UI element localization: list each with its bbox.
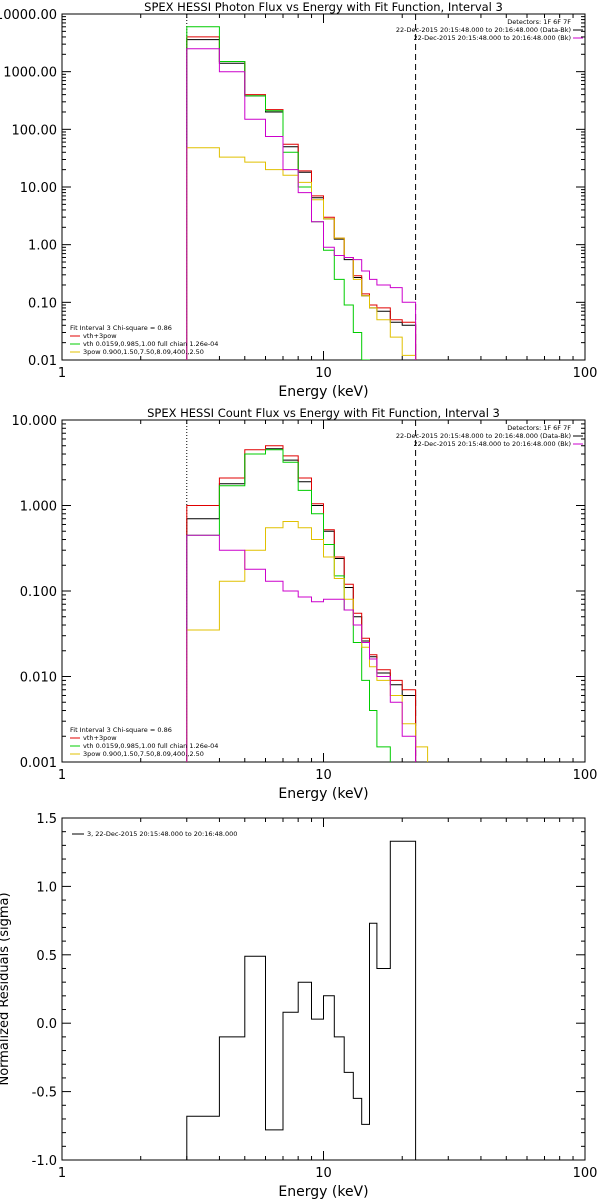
y-tick-label: 10.00 (20, 181, 57, 196)
legend-top-label: 22-Dec-2015 20:15:48.000 to 20:16:48.000… (396, 26, 571, 34)
series-3-histogram (186, 147, 417, 360)
y-tick-label: 1.00 (28, 239, 57, 254)
data-layer (186, 14, 417, 360)
legend-fit-title: Fit Interval 3 Chi-square = 0.86 (70, 324, 172, 332)
data-layer (186, 840, 417, 1160)
photon-flux-panel: SPEX HESSI Photon Flux vs Energy with Fi… (0, 0, 598, 400)
series-0-histogram (186, 39, 417, 360)
y-tick-label: 1.5 (36, 812, 57, 827)
y-tick-label: 0.01 (28, 354, 57, 369)
chart-title: SPEX HESSI Count Flux vs Energy with Fit… (147, 406, 500, 420)
y-tick-label: 1.0 (36, 880, 57, 895)
series-4-histogram (186, 534, 417, 762)
x-axis-label: Energy (keV) (278, 1184, 368, 1200)
y-tick-label: 100.00 (12, 123, 58, 138)
y-tick-label: 0.10 (28, 296, 57, 311)
chart-title: SPEX HESSI Photon Flux vs Energy with Fi… (144, 0, 503, 14)
plot-frame (61, 419, 586, 763)
legend-bottom-label: vth 0.0159,0.985,1.00 full chian 1.26e-0… (83, 340, 218, 348)
series-3-histogram (186, 521, 429, 762)
x-tick-label: 1 (58, 366, 66, 381)
plot-frame (61, 817, 586, 1161)
legend-top-label: 22-Dec-2015 20:15:48.000 to 20:16:48.000… (414, 440, 572, 448)
series-2-histogram (186, 26, 370, 360)
x-tick-label: 100 (573, 768, 598, 783)
y-tick-label: 0.010 (20, 671, 57, 686)
x-tick-label: 10 (315, 366, 332, 381)
x-axis-label: Energy (keV) (278, 384, 368, 400)
series-1-histogram (186, 36, 417, 360)
legend-detectors: Detectors: 1F 6F 7F (507, 424, 571, 432)
series-0-histogram (186, 448, 417, 762)
legend-bottom-label: 3pow 0.900,1.50,7.50,8.09,400.,2.50 (83, 348, 204, 356)
count-flux-panel: SPEX HESSI Count Flux vs Energy with Fit… (12, 406, 598, 802)
y-tick-label: 0.0 (36, 1017, 57, 1032)
legend-bottom-label: vth+3pow (83, 734, 117, 742)
legend-bottom-label: 3pow 0.900,1.50,7.50,8.09,400.,2.50 (83, 750, 204, 758)
series-4-histogram (186, 48, 417, 360)
residuals-panel: 1 10 100 Energy (keV) -1.0 -0.5 0.0 0.5 1.0 1.5 No… (0, 812, 597, 1200)
legend-fit-title: Fit Interval 3 Chi-square = 0.86 (70, 726, 172, 734)
x-tick-label: 10 (315, 768, 332, 783)
x-tick-label: 100 (573, 1166, 598, 1181)
x-axis-label: Energy (keV) (278, 786, 368, 802)
legend-detectors: Detectors: 1F 6F 7F (507, 18, 571, 26)
y-axis-label: Normalized Residuals (sigma) (0, 892, 12, 1085)
y-tick-label: 1000.00 (3, 66, 57, 81)
x-tick-label: 1 (58, 1166, 66, 1181)
x-tick-label: 100 (573, 366, 598, 381)
y-tick-label: -0.5 (32, 1086, 57, 1101)
x-tick-label: 1 (58, 768, 66, 783)
y-tick-label: 10000.00 (0, 8, 57, 23)
legend-bottom-label: vth+3pow (83, 332, 117, 340)
y-tick-label: 1.000 (20, 500, 57, 515)
y-tick-label: 0.001 (20, 756, 57, 771)
legend-top-label: 22-Dec-2015 20:15:48.000 to 20:16:48.000… (396, 432, 571, 440)
y-tick-label: -1.0 (32, 1154, 57, 1169)
y-tick-label: 10.000 (12, 414, 58, 429)
y-tick-label: 0.5 (36, 949, 57, 964)
legend-bottom-label: vth 0.0159,0.985,1.00 full chian 1.26e-0… (83, 742, 218, 750)
series-0-histogram (186, 840, 417, 1160)
series-1-histogram (186, 445, 417, 762)
x-tick-label: 10 (315, 1166, 332, 1181)
legend-top-label: 22-Dec-2015 20:15:48.000 to 20:16:48.000… (414, 34, 572, 42)
series-2-histogram (186, 449, 391, 762)
data-layer (186, 420, 429, 762)
legend-label: 3, 22-Dec-2015 20:15:48.000 to 20:16:48.… (87, 830, 237, 838)
y-tick-label: 0.100 (20, 585, 57, 600)
plot-frame (61, 13, 586, 361)
